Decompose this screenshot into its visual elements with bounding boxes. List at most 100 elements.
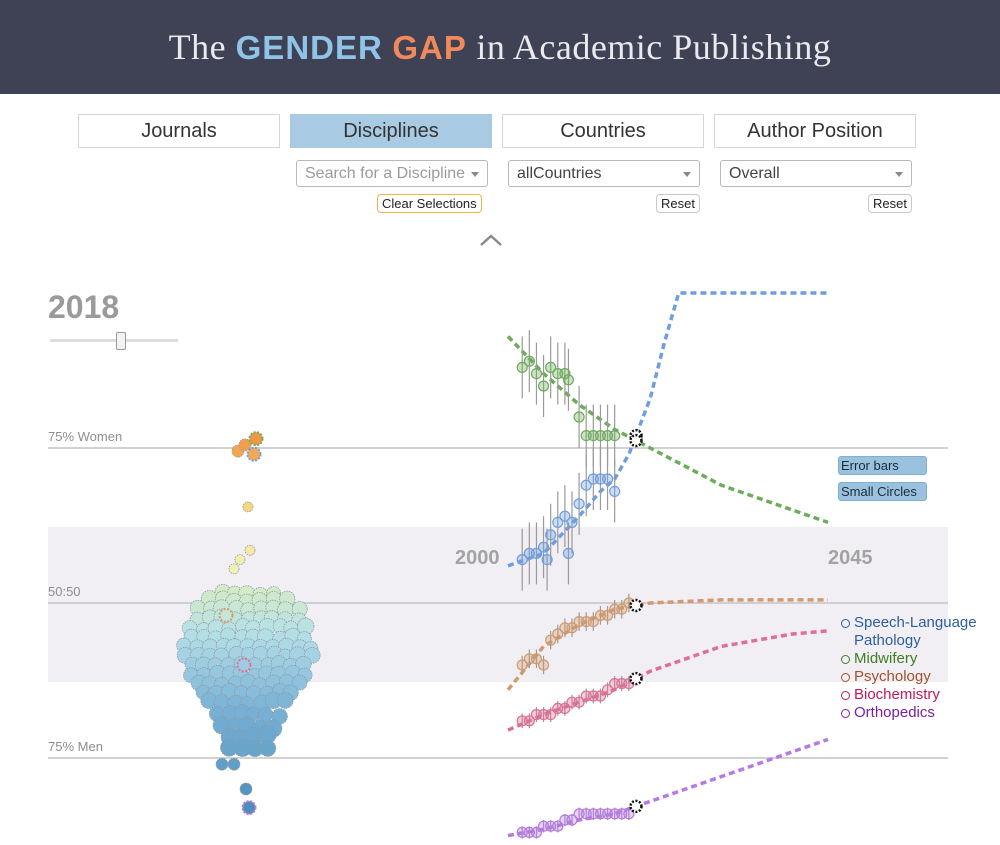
data-point[interactable] [516, 361, 528, 373]
data-point[interactable] [545, 634, 557, 646]
data-point[interactable] [573, 411, 585, 423]
beeswarm [176, 431, 321, 816]
data-point[interactable] [609, 485, 621, 497]
current-year-marker[interactable] [629, 433, 643, 448]
current-year-marker[interactable] [629, 598, 643, 613]
series-group [506, 330, 829, 525]
discipline-circle[interactable] [239, 782, 253, 796]
data-point[interactable] [559, 368, 571, 380]
title-gap: GAP [392, 29, 467, 66]
current-year-marker[interactable] [629, 671, 643, 686]
discipline-circle[interactable] [242, 501, 254, 513]
data-point[interactable] [601, 684, 614, 696]
discipline-circle[interactable] [291, 674, 308, 691]
author-position-select[interactable]: Overall [720, 160, 912, 187]
data-point[interactable] [523, 355, 535, 367]
data-point[interactable] [623, 808, 635, 820]
series-group [507, 291, 828, 591]
error-bars-toggle[interactable]: Error bars [838, 456, 927, 475]
data-point[interactable] [523, 715, 535, 727]
discipline-circle[interactable] [291, 601, 308, 617]
position-reset-button[interactable]: Reset [868, 194, 912, 213]
data-point[interactable] [516, 553, 528, 566]
data-point[interactable] [562, 547, 575, 560]
year-slider-track[interactable] [50, 339, 178, 342]
series-group [506, 593, 828, 691]
discipline-circle[interactable] [259, 739, 277, 757]
highlighted-discipline-circle[interactable] [248, 431, 264, 447]
discipline-circle[interactable] [276, 692, 294, 709]
discipline-circle[interactable] [244, 544, 256, 556]
discipline-circle[interactable] [215, 757, 229, 771]
title-pre: The [168, 27, 227, 67]
data-point[interactable] [552, 820, 564, 832]
tab-journals[interactable]: Journals [78, 114, 280, 148]
data-point[interactable] [530, 368, 543, 380]
data-point[interactable] [537, 541, 550, 553]
data-point[interactable] [559, 702, 571, 715]
data-point[interactable] [541, 553, 553, 566]
legend-item[interactable]: Speech-Language Pathology [841, 614, 999, 650]
data-point[interactable] [601, 473, 614, 485]
data-point[interactable] [566, 622, 578, 634]
data-point[interactable] [562, 374, 575, 386]
legend-item[interactable]: Orthopedics [841, 704, 999, 722]
legend-marker-icon [841, 673, 850, 682]
projection-line [507, 737, 829, 838]
data-point[interactable] [580, 479, 592, 491]
data-point[interactable] [573, 498, 585, 510]
x-end-label: 2045 [828, 547, 873, 569]
data-point[interactable] [545, 361, 557, 373]
data-point[interactable] [573, 696, 585, 708]
data-point[interactable] [616, 603, 628, 615]
legend-label: Psychology [854, 668, 931, 685]
discipline-search-select[interactable]: Search for a Discipline [296, 160, 488, 187]
data-point[interactable] [545, 708, 557, 721]
country-select[interactable]: allCountries [508, 160, 700, 187]
data-point[interactable] [566, 516, 578, 529]
caret-down-icon [471, 172, 479, 177]
data-point[interactable] [552, 516, 564, 529]
small-circles-toggle[interactable]: Small Circles [838, 482, 927, 501]
data-point[interactable] [594, 690, 607, 702]
data-point[interactable] [587, 615, 599, 628]
highlighted-discipline-circle[interactable] [246, 446, 262, 462]
data-point[interactable] [516, 659, 528, 671]
highlighted-discipline-circle[interactable] [241, 800, 257, 816]
data-point[interactable] [609, 430, 621, 442]
discipline-circle[interactable] [238, 438, 252, 452]
data-point[interactable] [537, 659, 550, 671]
discipline-circle[interactable] [234, 554, 246, 565]
tab-disciplines[interactable]: Disciplines [290, 114, 492, 148]
country-reset-button[interactable]: Reset [656, 194, 700, 213]
data-point[interactable] [545, 529, 557, 541]
year-slider-handle[interactable] [116, 332, 126, 350]
data-point[interactable] [537, 380, 550, 392]
data-point[interactable] [566, 814, 578, 826]
data-point[interactable] [601, 609, 614, 622]
discipline-circle[interactable] [227, 757, 241, 771]
tab-author-position[interactable]: Author Position [714, 114, 916, 148]
legend-item[interactable]: Midwifery [841, 650, 999, 668]
page-title: The GENDER GAP in Academic Publishing [169, 26, 832, 68]
collapse-chevron-up-icon[interactable] [478, 232, 504, 248]
current-year-marker[interactable] [629, 799, 643, 814]
highlighted-discipline-circle[interactable] [218, 607, 234, 623]
data-point[interactable] [530, 653, 543, 665]
data-point[interactable] [530, 826, 543, 839]
reference-label: 50:50 [48, 584, 81, 599]
caret-down-icon [895, 172, 903, 177]
data-point[interactable] [530, 547, 543, 560]
legend-item[interactable]: Psychology [841, 668, 999, 686]
projection-line [507, 629, 829, 732]
data-point[interactable] [559, 510, 571, 522]
discipline-circle[interactable] [257, 725, 277, 745]
tab-countries[interactable]: Countries [502, 114, 704, 148]
clear-selections-button[interactable]: Clear Selections [377, 194, 482, 213]
highlighted-discipline-circle[interactable] [236, 657, 252, 673]
legend-item[interactable]: Biochemistry [841, 686, 999, 704]
data-point[interactable] [552, 628, 564, 640]
legend-marker-icon [841, 619, 850, 628]
projection-line [506, 335, 829, 525]
discipline-circle[interactable] [228, 563, 240, 575]
